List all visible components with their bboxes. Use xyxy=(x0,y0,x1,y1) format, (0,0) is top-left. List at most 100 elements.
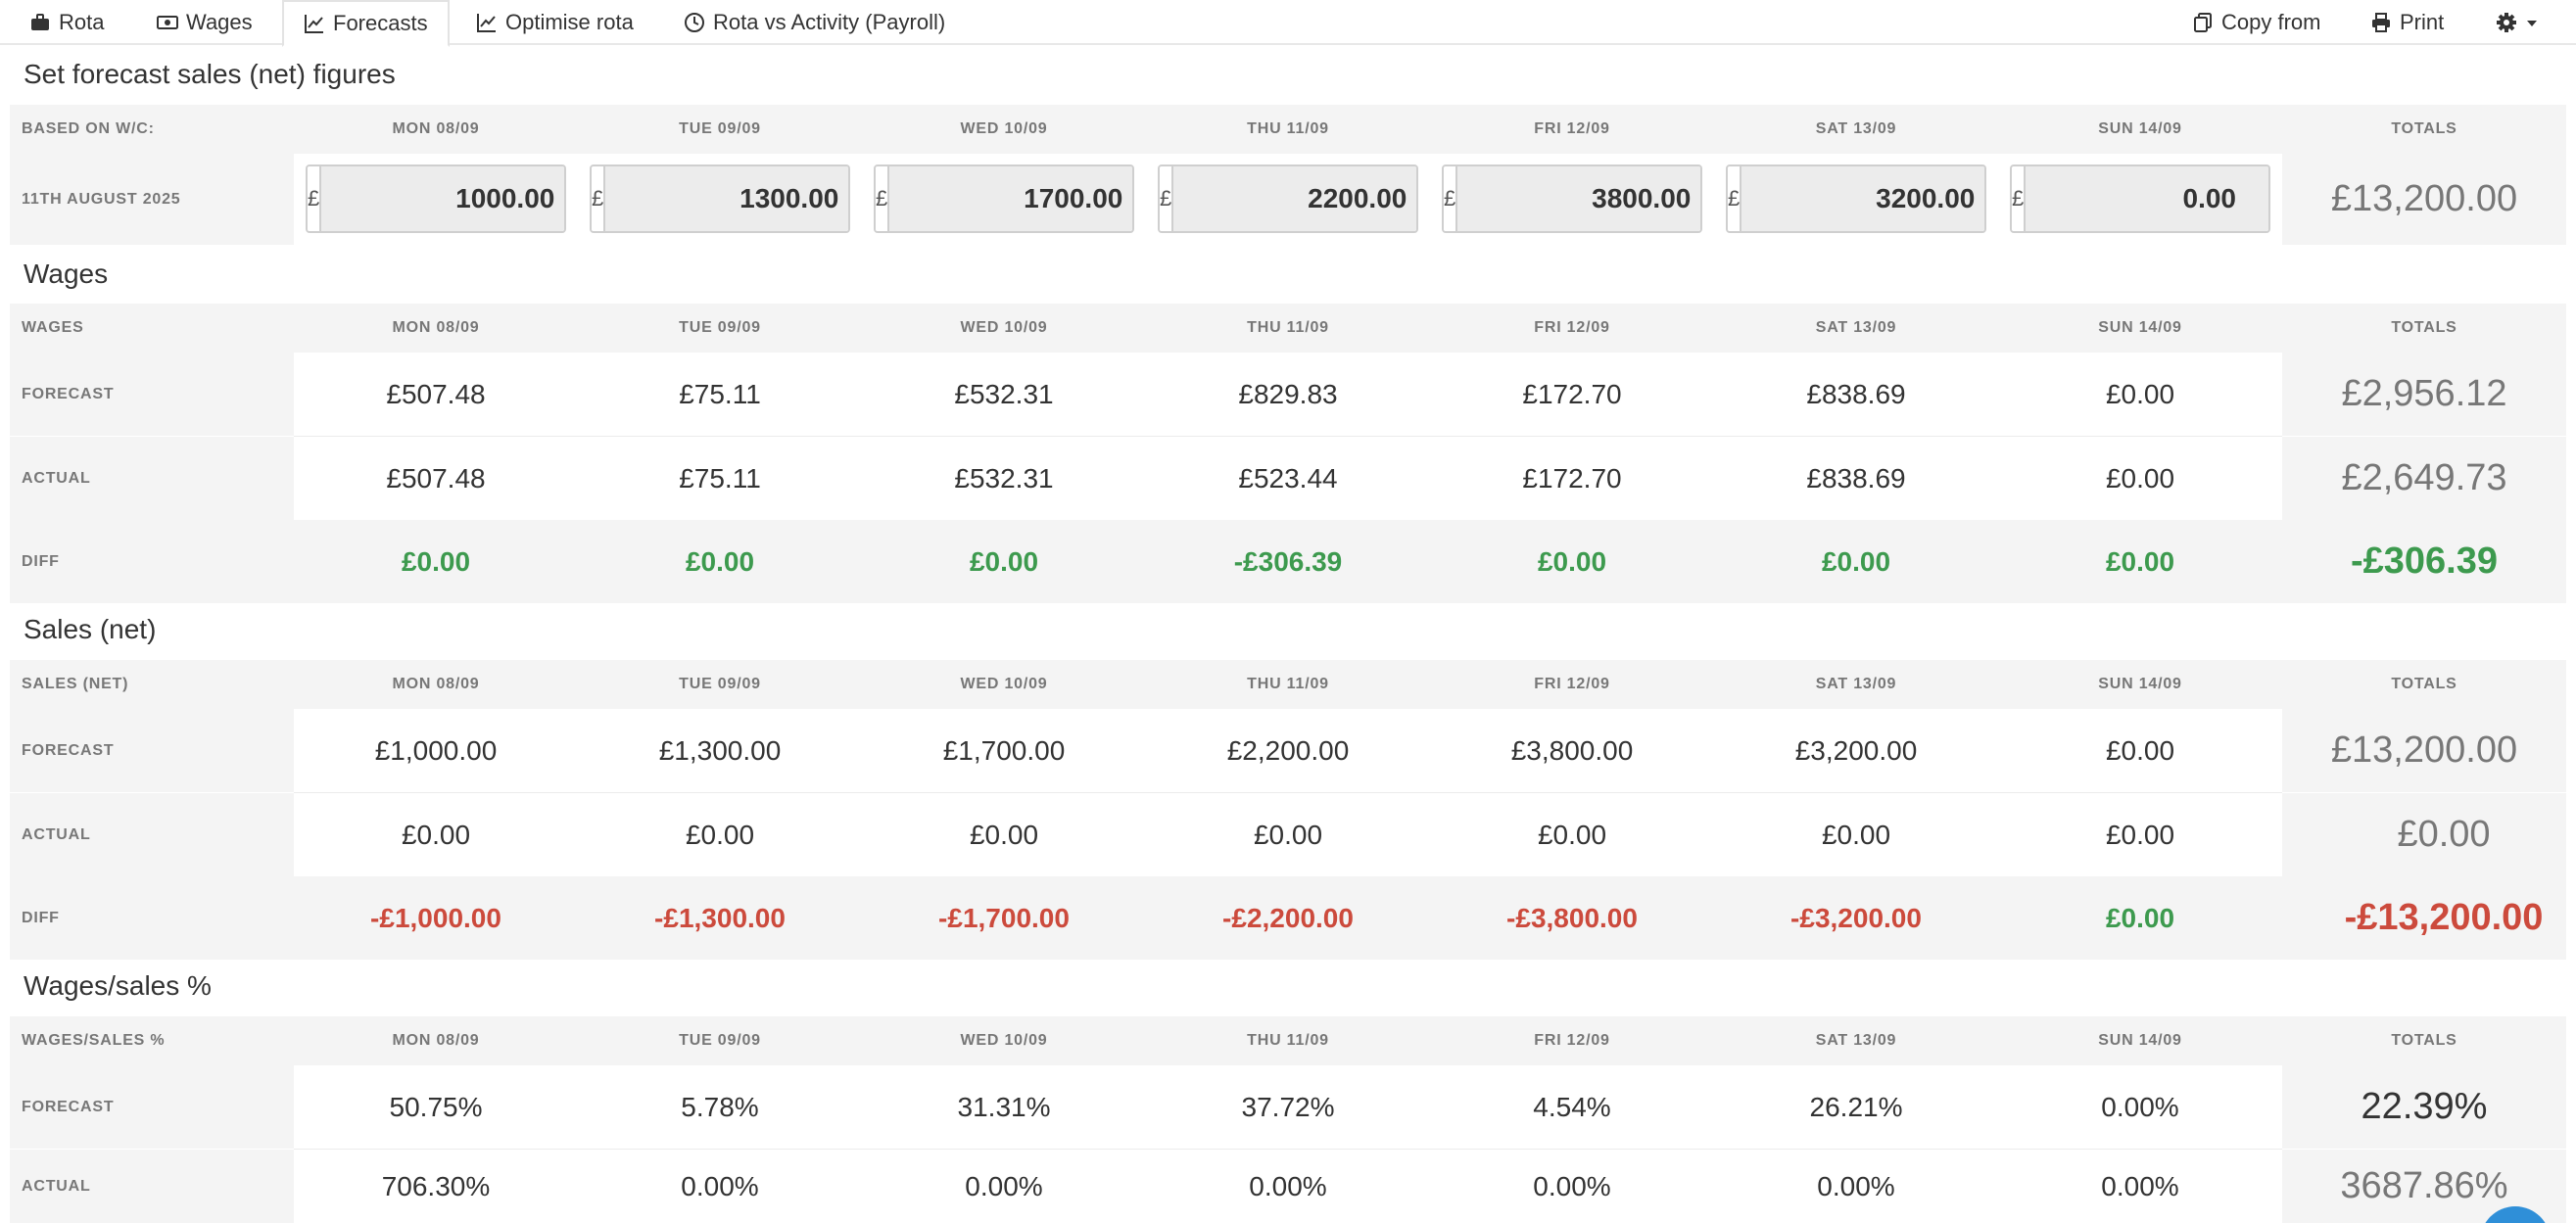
day-header: MON 08/09 xyxy=(392,120,480,137)
wages-sales-actual-total: 3687.86% xyxy=(2340,1165,2508,1206)
sales-diff-value: -£1,700.00 xyxy=(938,902,1070,933)
day-header: MON 08/09 xyxy=(392,319,480,336)
day-header: TUE 09/09 xyxy=(679,676,761,692)
wages-sales-actual-row: ACTUAL 706.30% 0.00% 0.00% 0.00% 0.00% 0… xyxy=(10,1150,2566,1223)
day-header: WED 10/09 xyxy=(960,120,1048,137)
sales-header-row: SALES (NET) MON 08/09 TUE 09/09 WED 10/0… xyxy=(10,660,2566,709)
wages-forecast-value: £838.69 xyxy=(1806,378,1906,409)
row-label: DIFF xyxy=(22,552,60,570)
day-header: SAT 13/09 xyxy=(1815,1032,1897,1049)
sales-actual-value: £0.00 xyxy=(969,819,1039,850)
forecast-input-sun[interactable] xyxy=(2026,166,2268,231)
wages-sales-forecast-row: FORECAST 50.75% 5.78% 31.31% 37.72% 4.54… xyxy=(10,1065,2566,1149)
day-header: SAT 13/09 xyxy=(1815,676,1897,692)
sales-actual-value: £0.00 xyxy=(1253,819,1323,850)
print-icon xyxy=(2370,12,2392,33)
wages-diff-value: £0.00 xyxy=(685,545,755,577)
forecast-input-wed[interactable] xyxy=(889,166,1132,231)
sales-title: Sales (net) xyxy=(24,614,157,644)
day-header: FRI 12/09 xyxy=(1534,676,1610,692)
sales-diff-value: £0.00 xyxy=(2105,902,2175,933)
day-header: MON 08/09 xyxy=(392,1032,480,1049)
wages-sales-forecast-value: 26.21% xyxy=(1809,1091,1903,1122)
copy-from-label: Copy from xyxy=(2221,10,2321,34)
tab-optimise-rota-label: Optimise rota xyxy=(505,10,634,34)
forecast-input-mon[interactable] xyxy=(321,166,564,231)
wages-sales-header-label: WAGES/SALES % xyxy=(22,1032,166,1049)
forecast-input-thu[interactable] xyxy=(1173,166,1416,231)
day-header: THU 11/09 xyxy=(1247,319,1329,336)
forecast-input-group: £ xyxy=(2010,165,2270,233)
day-header: WED 10/09 xyxy=(960,1032,1048,1049)
forecast-input-group: £ xyxy=(1726,165,1986,233)
wages-sales-actual-value: 706.30% xyxy=(381,1170,491,1201)
forecast-input-tue[interactable] xyxy=(605,166,848,231)
tab-rota-vs-activity[interactable]: Rota vs Activity (Payroll) xyxy=(684,0,945,45)
wages-header-label: WAGES xyxy=(22,319,84,336)
wages-sales-actual-value: 0.00% xyxy=(1533,1170,1611,1201)
wages-sales-actual-value: 0.00% xyxy=(1817,1170,1895,1201)
tab-rota-vs-activity-label: Rota vs Activity (Payroll) xyxy=(713,10,946,34)
tab-wages-label: Wages xyxy=(186,10,253,34)
day-header: THU 11/09 xyxy=(1247,676,1329,692)
wages-diff-value: £0.00 xyxy=(1821,545,1891,577)
sales-actual-total: £0.00 xyxy=(2397,814,2491,855)
wages-sales-forecast-value: 31.31% xyxy=(957,1091,1051,1122)
sales-forecast-value: £1,300.00 xyxy=(658,734,782,766)
day-header: TUE 09/09 xyxy=(679,1032,761,1049)
currency-addon: £ xyxy=(308,166,322,231)
tab-rota[interactable]: Rota xyxy=(29,0,104,45)
tab-forecasts[interactable]: Forecasts xyxy=(282,0,450,47)
row-label: DIFF xyxy=(22,909,60,926)
wages-title: Wages xyxy=(24,259,109,289)
line-chart-icon xyxy=(304,13,325,34)
currency-addon: £ xyxy=(592,166,606,231)
wages-diff-row: DIFF £0.00 £0.00 £0.00 -£306.39 £0.00 £0… xyxy=(10,520,2566,603)
wages-sales-title: Wages/sales % xyxy=(24,970,212,1001)
sales-diff-value: -£3,800.00 xyxy=(1506,902,1638,933)
row-divider xyxy=(294,1149,2282,1150)
day-header: SAT 13/09 xyxy=(1815,319,1897,336)
wages-forecast-value: £0.00 xyxy=(2105,378,2175,409)
currency-addon: £ xyxy=(876,166,890,231)
wages-actual-row: ACTUAL £507.48 £75.11 £532.31 £523.44 £1… xyxy=(10,437,2566,520)
currency-addon: £ xyxy=(1160,166,1174,231)
print-button[interactable]: Print xyxy=(2370,0,2444,45)
sales-actual-row: ACTUAL £0.00 £0.00 £0.00 £0.00 £0.00 £0.… xyxy=(10,793,2566,876)
wages-sales-actual-value: 0.00% xyxy=(1249,1170,1327,1201)
day-header: SUN 14/09 xyxy=(2098,120,2182,137)
day-header: FRI 12/09 xyxy=(1534,120,1610,137)
sales-actual-value: £0.00 xyxy=(2105,819,2175,850)
forecast-input-header-row: BASED ON W/C: MON 08/09 TUE 09/09 WED 10… xyxy=(10,105,2566,154)
row-label: FORECAST xyxy=(22,1098,115,1115)
wages-forecast-value: £75.11 xyxy=(679,378,761,409)
day-header: TUE 09/09 xyxy=(679,120,761,137)
forecast-input-row: 11TH AUGUST 2025 £ £ £ £ £ £ £ £13,200.0… xyxy=(10,154,2566,245)
settings-dropdown[interactable] xyxy=(2496,0,2547,45)
sales-forecast-value: £3,200.00 xyxy=(1794,734,1918,766)
row-label: ACTUAL xyxy=(22,469,91,487)
tab-forecasts-label: Forecasts xyxy=(333,11,428,35)
wages-sales-forecast-value: 5.78% xyxy=(681,1091,759,1122)
tab-wages[interactable]: Wages xyxy=(157,0,253,45)
wages-sales-actual-value: 0.00% xyxy=(2101,1170,2179,1201)
based-on-label: BASED ON W/C: xyxy=(22,120,155,137)
sales-diff-value: -£1,000.00 xyxy=(370,902,501,933)
sales-forecast-value: £1,000.00 xyxy=(374,734,498,766)
wages-sales-forecast-total: 22.39% xyxy=(2361,1086,2488,1127)
help-chat-button[interactable] xyxy=(2480,1206,2551,1223)
forecast-input-sat[interactable] xyxy=(1741,166,1984,231)
day-header: WED 10/09 xyxy=(960,319,1048,336)
wages-actual-value: £0.00 xyxy=(2105,462,2175,494)
day-header: WED 10/09 xyxy=(960,676,1048,692)
tab-optimise-rota[interactable]: Optimise rota xyxy=(476,0,634,45)
wages-actual-value: £507.48 xyxy=(386,462,486,494)
wages-forecast-row: FORECAST £507.48 £75.11 £532.31 £829.83 … xyxy=(10,353,2566,436)
forecast-input-total: £13,200.00 xyxy=(2330,178,2518,219)
day-header: SAT 13/09 xyxy=(1815,120,1897,137)
sales-diff-value: -£2,200.00 xyxy=(1222,902,1354,933)
forecast-input-group: £ xyxy=(306,165,566,233)
sales-diff-total: -£13,200.00 xyxy=(2344,897,2544,938)
copy-from-button[interactable]: Copy from xyxy=(2192,0,2320,45)
forecast-input-fri[interactable] xyxy=(1457,166,1700,231)
